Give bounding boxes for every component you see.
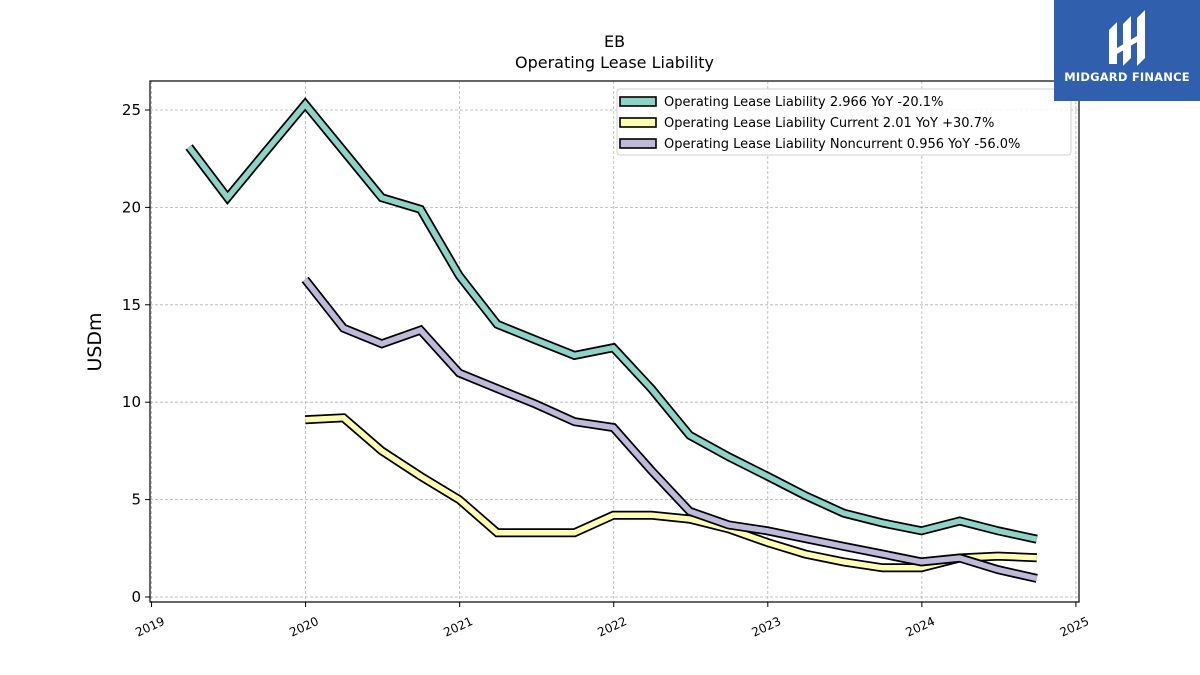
x-tick-label: 2019 [133, 614, 167, 640]
plot-frame [149, 80, 1080, 603]
legend-label-3: Operating Lease Liability Noncurrent 0.9… [664, 137, 1020, 152]
x-tick-label: 2020 [287, 614, 321, 640]
logo-mark-icon [1109, 10, 1145, 66]
y-tick-label: 25 [122, 101, 141, 119]
x-tick-label: 2021 [441, 614, 475, 640]
midgard-finance-logo: MIDGARD FINANCE [1054, 0, 1200, 101]
series-3-line [303, 277, 1038, 582]
legend-box [616, 88, 1072, 156]
chart-subtitle: Operating Lease Liability [515, 53, 714, 72]
legend-swatch-1 [619, 96, 657, 107]
logo-text: MIDGARD FINANCE [1064, 70, 1190, 84]
y-tick-label: 20 [122, 198, 141, 216]
y-tick-label: 0 [131, 588, 141, 606]
legend-swatch-2 [619, 117, 657, 128]
x-tick-label: 2025 [1058, 614, 1092, 640]
x-tick-label: 2022 [595, 614, 629, 640]
x-tick-label: 2024 [904, 614, 938, 640]
series-1-outline [185, 97, 1038, 544]
legend-label-1: Operating Lease Liability 2.966 YoY -20.… [664, 95, 943, 110]
series-2-line [305, 414, 1037, 571]
legend: Operating Lease Liability 2.966 YoY -20.… [616, 88, 1072, 156]
series-layer [185, 97, 1038, 583]
legend-swatch-3 [619, 138, 657, 149]
legend-label-2: Operating Lease Liability Current 2.01 Y… [664, 116, 994, 131]
y-tick-label: 5 [131, 491, 141, 509]
chart-title: EB [604, 32, 625, 51]
y-tick-label: 10 [122, 393, 141, 411]
y-tick-label: 15 [122, 296, 141, 314]
grid-layer [150, 81, 1079, 602]
series-1-line [186, 99, 1038, 542]
x-tick-label: 2023 [749, 614, 783, 640]
y-axis-label: USDm [84, 312, 106, 371]
